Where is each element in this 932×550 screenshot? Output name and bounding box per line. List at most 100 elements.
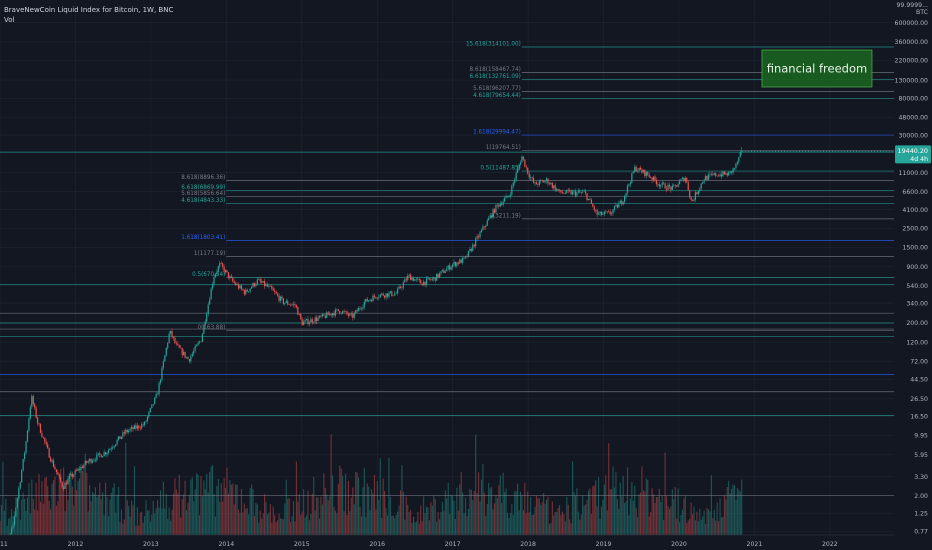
candle-body (499, 203, 501, 207)
fib-level-label: 4.618(79654.44) (473, 92, 521, 99)
volume-bar (572, 461, 574, 535)
volume-bar (3, 510, 5, 535)
candle-body (599, 211, 601, 214)
candle-body (532, 178, 535, 183)
volume-bar (31, 479, 33, 535)
volume-bar (5, 498, 7, 535)
volume-bar (548, 524, 550, 535)
volume-bar (230, 484, 232, 535)
time-axis[interactable]: 2011 2012 2013 2014 2015 2016 2017 2018 2019 2020… (0, 534, 932, 550)
volume-bar (655, 496, 657, 535)
volume-bar (86, 472, 88, 535)
candle-body (308, 322, 311, 325)
candle-body (543, 180, 545, 183)
candle-body (397, 288, 399, 294)
volume-bar (538, 498, 540, 535)
candle-body (96, 454, 98, 461)
candle-body (35, 407, 37, 418)
candle-body (294, 304, 296, 306)
candle-body (618, 203, 620, 208)
candle-body (226, 270, 228, 273)
volume-bar (97, 494, 99, 535)
candle-body (42, 437, 44, 438)
candle-body (488, 218, 490, 221)
candle-body (50, 457, 52, 462)
volume-bar (295, 461, 297, 535)
volume-bar (725, 499, 727, 535)
volume-bar (528, 512, 530, 535)
volume-bar (590, 513, 592, 535)
volume-bar (677, 488, 679, 535)
volume-bar (532, 514, 535, 535)
volume-bar (144, 516, 146, 535)
volume-bar (718, 521, 720, 535)
candle-body (355, 310, 357, 314)
volume-bar (527, 491, 529, 535)
volume-bar (729, 493, 731, 535)
volume-bar (145, 500, 147, 535)
volume-bar (170, 520, 172, 535)
time-tick-label: 2016 (369, 541, 385, 548)
candle-body (707, 174, 710, 180)
volume-bar (556, 512, 558, 535)
volume-bar (628, 515, 630, 535)
candle-body (31, 396, 33, 408)
candle-body (678, 181, 681, 185)
volume-bar (625, 501, 627, 535)
candle-body (100, 454, 102, 458)
volume-bar (573, 492, 575, 535)
price-badge-box (895, 145, 931, 164)
candle-body (560, 190, 562, 193)
volume-bar (641, 466, 643, 535)
volume-bar (249, 488, 251, 535)
volume-bar (320, 496, 322, 535)
candle-body (44, 437, 46, 442)
volume-bar (193, 501, 195, 535)
volume-bar (337, 483, 339, 535)
candle-body (401, 287, 403, 289)
candle-body (556, 189, 558, 191)
candle-body (715, 173, 717, 176)
volume-bar (67, 500, 69, 535)
volume-bar (505, 488, 507, 535)
candle-body (343, 311, 345, 312)
candle-body (282, 298, 284, 304)
volume-bar (595, 480, 597, 535)
volume-bar (58, 472, 60, 535)
volume-bar (472, 500, 474, 535)
volume-bar (142, 522, 144, 535)
volume-bar (148, 510, 150, 535)
volume-bar (608, 443, 610, 535)
candle-body (580, 192, 582, 194)
price-badge-value: 19440.20 (898, 147, 929, 155)
candle-body (722, 171, 724, 177)
volume-bar (294, 521, 296, 535)
candle-body (408, 274, 410, 276)
candle-body (431, 278, 433, 280)
volume-bar (379, 458, 381, 535)
volume-bar (115, 512, 117, 535)
candle-body (661, 182, 663, 186)
volume-bar (515, 491, 517, 535)
candle-body (663, 182, 665, 184)
volume-bar (683, 498, 685, 535)
candle-body (616, 204, 618, 208)
candle-body (501, 203, 503, 205)
candle-body (696, 192, 698, 195)
candle-body (645, 171, 647, 177)
volume-bar (540, 504, 542, 535)
price-axis[interactable]: 99.9999...BTC 600000.00 360000.00 220000.00… (894, 0, 932, 550)
financial-freedom-annotation[interactable]: financial freedom (761, 49, 873, 88)
candle-body (61, 481, 63, 488)
candle-body (434, 277, 436, 281)
volume-bar (602, 499, 604, 535)
candle-body (553, 185, 555, 188)
volume-bar (671, 489, 673, 535)
candle-body (198, 341, 201, 343)
candle-body (612, 209, 614, 214)
candle-body (28, 418, 30, 431)
volume-bar (258, 522, 260, 535)
annotation-box (761, 49, 873, 88)
volume-bar (687, 520, 689, 535)
